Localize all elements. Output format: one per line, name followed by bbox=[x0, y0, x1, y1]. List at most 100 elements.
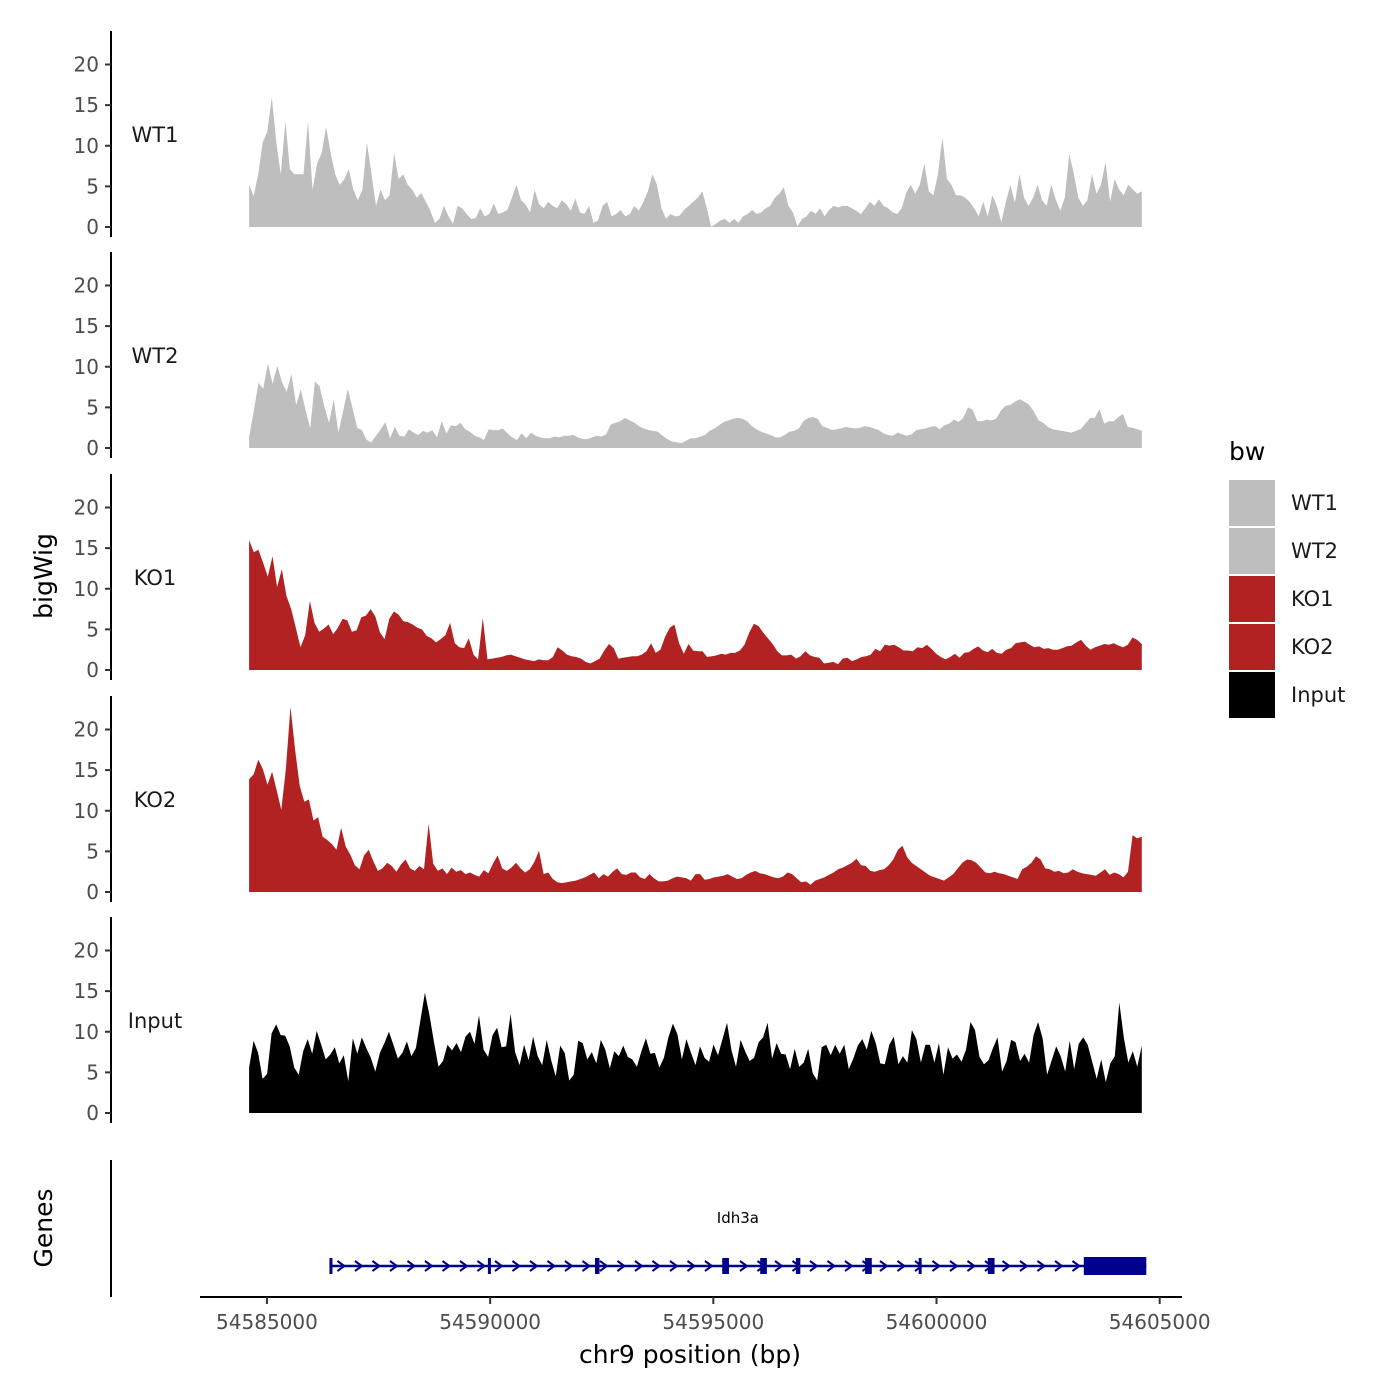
gene-strand-arrow bbox=[774, 1260, 784, 1272]
genes-panel: Genes Idh3a bbox=[29, 1160, 1147, 1297]
legend-label: Input bbox=[1291, 683, 1345, 707]
gene-strand-arrow bbox=[494, 1260, 504, 1272]
legend-key-ko1 bbox=[1229, 576, 1275, 622]
y-tick-label: 20 bbox=[74, 939, 99, 963]
track-label: KO2 bbox=[134, 788, 177, 812]
gene-strand-arrow bbox=[739, 1260, 749, 1272]
gene-exon bbox=[918, 1258, 922, 1274]
y-tick-label: 0 bbox=[86, 880, 99, 904]
x-axis-title: chr9 position (bp) bbox=[579, 1340, 801, 1369]
track-label: WT1 bbox=[132, 123, 179, 147]
y-tick-label: 15 bbox=[74, 758, 99, 782]
gene-strand-arrow bbox=[441, 1260, 452, 1272]
gene-strand-arrow bbox=[529, 1260, 539, 1272]
gene-strand-arrow bbox=[546, 1260, 557, 1272]
gene-strand-arrow bbox=[809, 1260, 819, 1272]
y-tick-label: 10 bbox=[74, 134, 99, 158]
legend-label: WT2 bbox=[1291, 539, 1338, 563]
y-tick-label: 0 bbox=[86, 215, 99, 239]
y-tick-label: 0 bbox=[86, 436, 99, 460]
genes-axis-title: Genes bbox=[29, 1188, 58, 1267]
gene-strand-arrow bbox=[406, 1260, 417, 1272]
y-tick-label: 5 bbox=[86, 617, 99, 641]
gene-exon bbox=[760, 1258, 767, 1274]
gene-exon bbox=[487, 1258, 491, 1274]
gene-strand-arrow bbox=[949, 1260, 959, 1272]
track-panel-wt1: 0 5 10 15 20 WT1 bbox=[74, 31, 1142, 239]
gene-strand-arrow bbox=[704, 1260, 714, 1272]
gene-exon bbox=[329, 1258, 333, 1274]
gene-strand-arrow bbox=[459, 1260, 469, 1272]
y-tick-label: 20 bbox=[74, 496, 99, 520]
legend: bw WT1 WT2 KO1 KO2 Input bbox=[1229, 437, 1345, 718]
y-tick-label: 10 bbox=[74, 799, 99, 823]
gene-name-label: Idh3a bbox=[717, 1209, 759, 1227]
legend-label: KO1 bbox=[1291, 587, 1334, 611]
y-tick-label: 5 bbox=[86, 839, 99, 863]
gene-exon bbox=[987, 1258, 995, 1274]
gene-strand-arrow bbox=[389, 1260, 399, 1272]
legend-key-input bbox=[1229, 672, 1275, 718]
gene-strand-arrow bbox=[564, 1260, 574, 1272]
x-tick-label: 54600000 bbox=[886, 1310, 988, 1334]
y-tick-label: 10 bbox=[74, 1020, 99, 1044]
gene-strand-arrow bbox=[511, 1260, 522, 1272]
gene-strand-arrow bbox=[1019, 1260, 1029, 1272]
legend-title: bw bbox=[1229, 437, 1265, 466]
y-tick-label: 15 bbox=[74, 536, 99, 560]
gene-strand-arrow bbox=[599, 1260, 609, 1272]
legend-key-wt2 bbox=[1229, 528, 1275, 574]
gene-strand-arrow bbox=[966, 1260, 977, 1272]
gene-track: Idh3a bbox=[329, 1209, 1147, 1275]
y-tick-label: 10 bbox=[74, 355, 99, 379]
y-tick-label: 0 bbox=[86, 1101, 99, 1125]
gene-strand-arrow bbox=[1071, 1260, 1082, 1272]
gene-strand-arrow bbox=[336, 1260, 347, 1272]
gene-strand-arrow bbox=[844, 1260, 854, 1272]
track-panel-wt2: 0 5 10 15 20 WT2 bbox=[74, 252, 1142, 460]
gene-strand-arrow bbox=[931, 1260, 942, 1272]
y-tick-label: 0 bbox=[86, 658, 99, 682]
track-label: Input bbox=[128, 1009, 182, 1033]
y-tick-label: 20 bbox=[74, 274, 99, 298]
x-tick-label: 54605000 bbox=[1109, 1310, 1211, 1334]
track-label: WT2 bbox=[132, 344, 179, 368]
signal-area-wt2 bbox=[249, 363, 1142, 448]
gene-strand-arrow bbox=[1001, 1260, 1012, 1272]
gene-strand-arrow bbox=[476, 1260, 487, 1272]
y-axis-title: bigWig bbox=[29, 533, 58, 619]
y-tick-label: 5 bbox=[86, 395, 99, 419]
y-tick-label: 15 bbox=[74, 979, 99, 1003]
gene-exon bbox=[722, 1258, 729, 1274]
track-panel-ko2: 0 5 10 15 20 KO2 bbox=[74, 696, 1142, 904]
gene-strand-arrow bbox=[354, 1260, 364, 1272]
track-panels: 0 5 10 15 20 WT1 0 5 10 15 20 WT2 0 5 10 15 20 KO1 0 5 10 15 2… bbox=[74, 31, 1142, 1125]
gene-exon bbox=[865, 1258, 872, 1274]
y-tick-label: 20 bbox=[74, 53, 99, 77]
y-tick-label: 20 bbox=[74, 718, 99, 742]
legend-label: KO2 bbox=[1291, 635, 1334, 659]
legend-key-wt1 bbox=[1229, 480, 1275, 526]
gene-exon bbox=[795, 1258, 801, 1274]
gene-strand-arrow bbox=[896, 1260, 907, 1272]
y-tick-label: 15 bbox=[74, 314, 99, 338]
signal-area-wt1 bbox=[249, 97, 1142, 227]
gene-strand-arrow bbox=[371, 1260, 382, 1272]
x-axis: 54585000 54590000 54595000 54600000 54605000 bbox=[200, 1296, 1211, 1334]
gene-strand-arrow bbox=[424, 1260, 434, 1272]
signal-area-input bbox=[249, 992, 1142, 1113]
track-label: KO1 bbox=[134, 566, 177, 590]
gene-strand-arrow bbox=[879, 1260, 889, 1272]
y-tick-label: 10 bbox=[74, 577, 99, 601]
signal-area-ko1 bbox=[249, 540, 1142, 670]
gene-strand-arrow bbox=[616, 1260, 627, 1272]
gene-exon bbox=[595, 1258, 600, 1274]
y-tick-label: 15 bbox=[74, 93, 99, 117]
track-panel-input: 0 5 10 15 20 Input bbox=[74, 917, 1142, 1125]
gene-exon bbox=[1083, 1257, 1147, 1275]
x-tick-label: 54585000 bbox=[216, 1310, 318, 1334]
gene-strand-arrow bbox=[826, 1260, 837, 1272]
gene-strand-arrow bbox=[651, 1260, 662, 1272]
x-tick-label: 54595000 bbox=[662, 1310, 764, 1334]
